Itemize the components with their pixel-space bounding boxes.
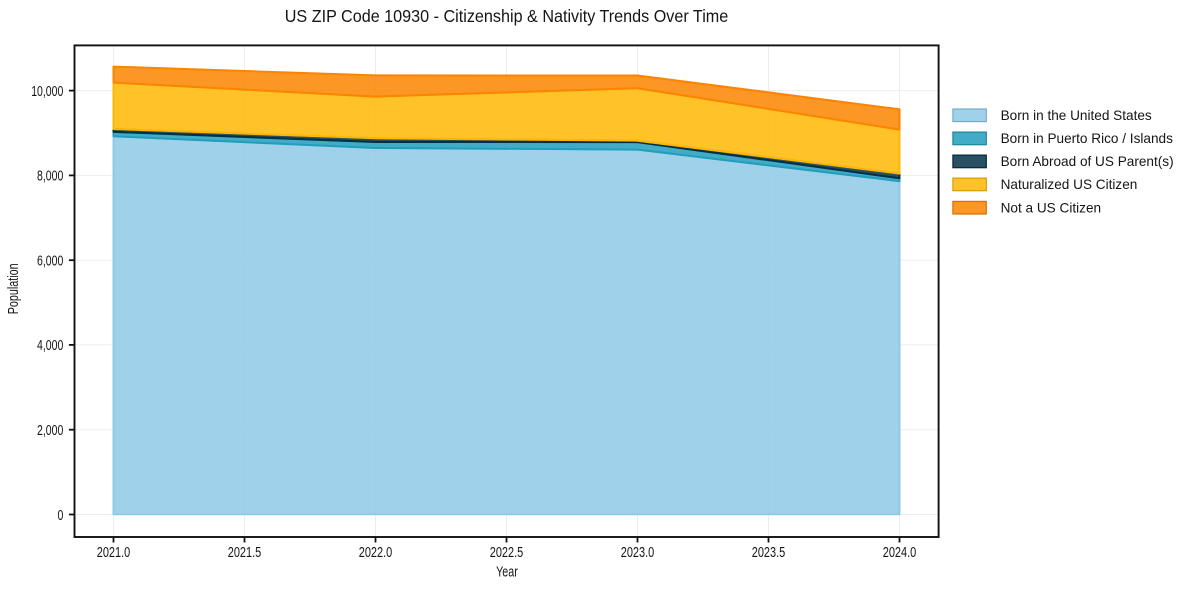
svg-text:Born in Puerto Rico / Islands: Born in Puerto Rico / Islands: [1001, 131, 1173, 146]
svg-text:2023.5: 2023.5: [752, 543, 785, 560]
svg-text:0: 0: [57, 506, 63, 523]
svg-text:2022.5: 2022.5: [490, 543, 523, 560]
svg-text:8,000: 8,000: [37, 167, 63, 184]
svg-text:6,000: 6,000: [37, 252, 63, 269]
svg-text:2021.5: 2021.5: [228, 543, 261, 560]
svg-text:Population: Population: [4, 263, 21, 314]
svg-text:2,000: 2,000: [37, 421, 63, 438]
svg-text:2021.0: 2021.0: [97, 543, 130, 560]
svg-text:Naturalized US Citizen: Naturalized US Citizen: [1001, 177, 1138, 192]
svg-text:Born Abroad of US Parent(s): Born Abroad of US Parent(s): [1001, 154, 1174, 169]
svg-text:2023.0: 2023.0: [621, 543, 654, 560]
svg-text:Year: Year: [496, 563, 518, 580]
svg-text:2024.0: 2024.0: [883, 543, 916, 560]
svg-text:4,000: 4,000: [37, 336, 63, 353]
svg-text:10,000: 10,000: [31, 82, 63, 99]
svg-text:Not a US Citizen: Not a US Citizen: [1001, 200, 1101, 215]
svg-text:Born in the United States: Born in the United States: [1001, 108, 1152, 123]
svg-text:US ZIP Code 10930 - Citizenshi: US ZIP Code 10930 - Citizenship & Nativi…: [285, 6, 728, 26]
svg-text:2022.0: 2022.0: [359, 543, 392, 560]
